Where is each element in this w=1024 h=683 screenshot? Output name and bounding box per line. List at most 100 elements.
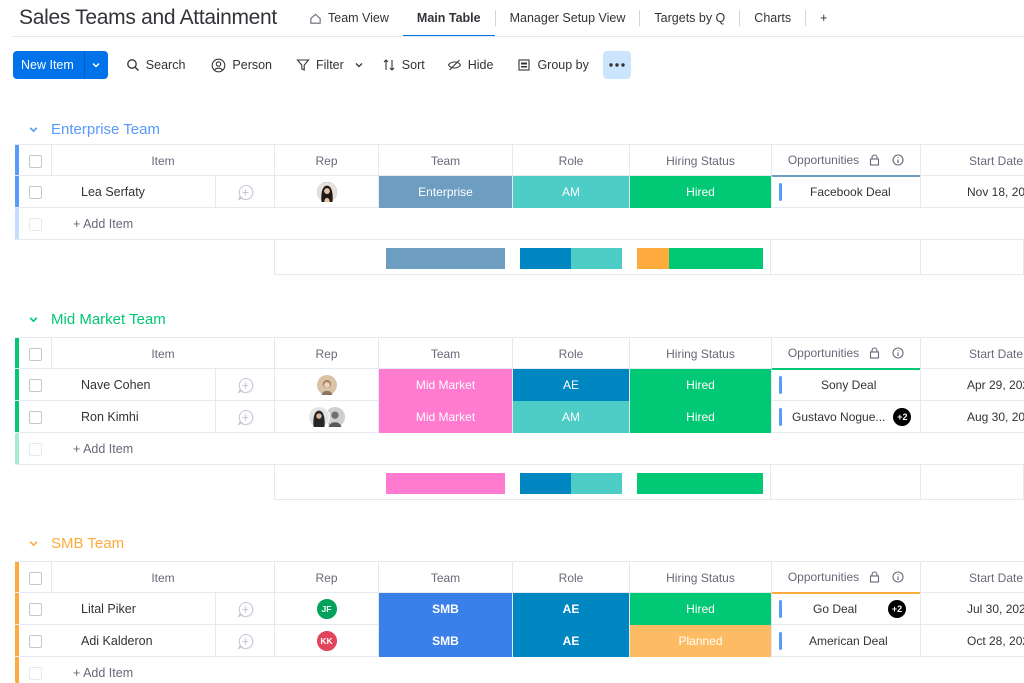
team-status-cell[interactable]: Mid Market — [378, 369, 512, 401]
checkbox[interactable] — [28, 602, 42, 616]
column-header-item[interactable]: Item — [51, 145, 274, 177]
opportunity-cell[interactable]: Gustavo Nogue... +2 — [771, 401, 920, 433]
row-checkbox-cell[interactable] — [19, 593, 51, 625]
rep-cell[interactable]: KK — [274, 625, 378, 657]
table-row[interactable]: Adi Kalderon KK SMB AE Planned American … — [15, 625, 1024, 657]
start-date-cell[interactable]: Aug 30, 2021 — [920, 401, 1024, 433]
team-status-cell[interactable]: Mid Market — [378, 401, 512, 433]
column-header-role[interactable]: Role — [512, 562, 629, 594]
table-row[interactable]: Lea Serfaty Enterprise AM Hired Facebook… — [15, 176, 1024, 208]
team-status-cell[interactable]: SMB — [378, 593, 512, 625]
start-date-cell[interactable]: Apr 29, 2021 — [920, 369, 1024, 401]
column-header-rep[interactable]: Rep — [274, 562, 378, 594]
rep-cell[interactable]: JF — [274, 593, 378, 625]
column-header-opportunities[interactable]: Opportunities — [771, 562, 920, 594]
team-status-cell[interactable]: SMB — [378, 625, 512, 657]
hiring-status-cell[interactable]: Hired — [629, 401, 771, 433]
avatar[interactable] — [315, 181, 338, 203]
column-header-hiring-status[interactable]: Hiring Status — [629, 562, 771, 594]
info-icon[interactable] — [892, 571, 904, 583]
checkbox[interactable] — [28, 154, 42, 168]
opportunity-cell[interactable]: Sony Deal — [771, 369, 920, 401]
add-item-row[interactable]: + Add Item — [15, 208, 1024, 240]
tab-manager-setup-view[interactable]: Manager Setup View — [496, 0, 640, 36]
column-header-team[interactable]: Team — [378, 562, 512, 594]
column-header-rep[interactable]: Rep — [274, 145, 378, 177]
add-item-row[interactable]: + Add Item — [15, 657, 1024, 683]
column-header-hiring-status[interactable]: Hiring Status — [629, 145, 771, 177]
hiring-status-summary-bar[interactable] — [637, 473, 763, 494]
sort-button[interactable]: Sort — [374, 51, 433, 79]
start-date-cell[interactable]: Nov 18, 2021 — [920, 176, 1024, 208]
column-header-item[interactable]: Item — [51, 338, 274, 370]
hiring-status-cell[interactable]: Planned — [629, 625, 771, 657]
add-update-icon[interactable] — [215, 369, 274, 401]
opportunity-name[interactable]: American Deal — [809, 634, 888, 648]
role-status-cell[interactable]: AE — [512, 625, 629, 657]
tab-charts[interactable]: Charts — [740, 0, 805, 36]
role-status-cell[interactable]: AM — [512, 176, 629, 208]
column-header-item[interactable]: Item — [51, 562, 274, 594]
opportunity-name[interactable]: Go Deal — [813, 602, 858, 616]
start-date-cell[interactable]: Oct 28, 2021 — [920, 625, 1024, 657]
tab-main-table[interactable]: Main Table — [402, 0, 495, 37]
row-checkbox-cell[interactable] — [19, 401, 51, 433]
rep-cell[interactable] — [274, 369, 378, 401]
checkbox[interactable] — [28, 634, 42, 648]
team-summary-bar[interactable] — [386, 473, 505, 494]
add-view-button[interactable]: + — [806, 0, 841, 36]
column-header-opportunities[interactable]: Opportunities — [771, 338, 920, 370]
add-item-input[interactable]: + Add Item — [73, 442, 134, 456]
table-row[interactable]: Nave Cohen Mid Market AE Hired Sony Deal… — [15, 369, 1024, 401]
avatar[interactable]: KK — [315, 630, 338, 652]
row-checkbox-cell[interactable] — [19, 176, 51, 208]
rep-cell[interactable] — [274, 401, 378, 433]
role-status-cell[interactable]: AE — [512, 593, 629, 625]
column-header-opportunities[interactable]: Opportunities — [771, 145, 920, 177]
add-update-icon[interactable] — [215, 176, 274, 208]
group-title[interactable]: Enterprise Team — [28, 118, 160, 140]
opportunity-cell[interactable]: Facebook Deal — [771, 176, 920, 208]
column-header-role[interactable]: Role — [512, 145, 629, 177]
role-summary-bar[interactable] — [520, 248, 622, 269]
chevron-down-icon[interactable] — [354, 60, 364, 70]
opportunity-cell[interactable]: Go Deal +2 — [771, 593, 920, 625]
item-name[interactable]: Lital Piker — [81, 602, 136, 616]
column-header-hiring-status[interactable]: Hiring Status — [629, 338, 771, 370]
rep-cell[interactable] — [274, 176, 378, 208]
select-all-checkbox-cell[interactable] — [19, 338, 51, 370]
select-all-checkbox-cell[interactable] — [19, 562, 51, 594]
opportunity-name[interactable]: Gustavo Nogue... — [792, 410, 886, 424]
team-summary-bar[interactable] — [386, 248, 505, 269]
chevron-down-icon[interactable] — [28, 124, 39, 135]
checkbox[interactable] — [28, 347, 42, 361]
chevron-down-icon[interactable] — [83, 51, 108, 79]
more-options-button[interactable] — [602, 51, 631, 79]
add-update-icon[interactable] — [215, 593, 274, 625]
opportunity-name[interactable]: Facebook Deal — [810, 185, 891, 199]
hiring-status-summary-bar[interactable] — [637, 248, 763, 269]
avatar[interactable] — [323, 406, 346, 428]
hiring-status-cell[interactable]: Hired — [629, 369, 771, 401]
opportunity-cell[interactable]: American Deal — [771, 625, 920, 657]
role-summary-bar[interactable] — [520, 473, 622, 494]
group-title[interactable]: Mid Market Team — [28, 308, 166, 330]
checkbox[interactable] — [28, 410, 42, 424]
chevron-down-icon[interactable] — [28, 314, 39, 325]
tab-targets-by-q[interactable]: Targets by Q — [640, 0, 739, 36]
group-by-button[interactable]: Group by — [509, 51, 596, 79]
avatar[interactable]: JF — [315, 598, 338, 620]
item-name[interactable]: Adi Kalderon — [81, 634, 153, 648]
table-row[interactable]: Ron Kimhi Mid Market AM Hired Gustavo No… — [15, 401, 1024, 433]
add-item-input[interactable]: + Add Item — [73, 666, 134, 680]
hide-button[interactable]: Hide — [439, 51, 502, 79]
avatar[interactable] — [307, 406, 330, 428]
column-header-role[interactable]: Role — [512, 338, 629, 370]
role-status-cell[interactable]: AM — [512, 401, 629, 433]
group-title[interactable]: SMB Team — [28, 532, 124, 554]
column-header-team[interactable]: Team — [378, 338, 512, 370]
select-all-checkbox-cell[interactable] — [19, 145, 51, 177]
new-item-button[interactable]: New Item — [13, 51, 108, 79]
person-filter-button[interactable]: Person — [203, 51, 280, 79]
column-header-start-date[interactable]: Start Date — [920, 145, 1024, 177]
